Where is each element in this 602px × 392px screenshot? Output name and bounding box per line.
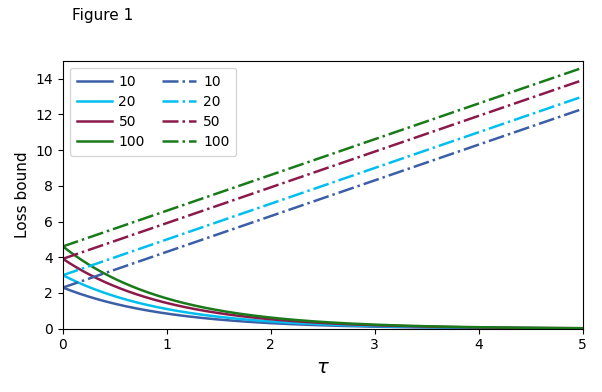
Legend: 10, 20, 50, 100, 10, 20, 50, 100: 10, 20, 50, 100, 10, 20, 50, 100 (70, 68, 237, 156)
Text: Figure 1: Figure 1 (72, 8, 134, 23)
Y-axis label: Loss bound: Loss bound (15, 151, 30, 238)
X-axis label: $\tau$: $\tau$ (316, 358, 330, 377)
